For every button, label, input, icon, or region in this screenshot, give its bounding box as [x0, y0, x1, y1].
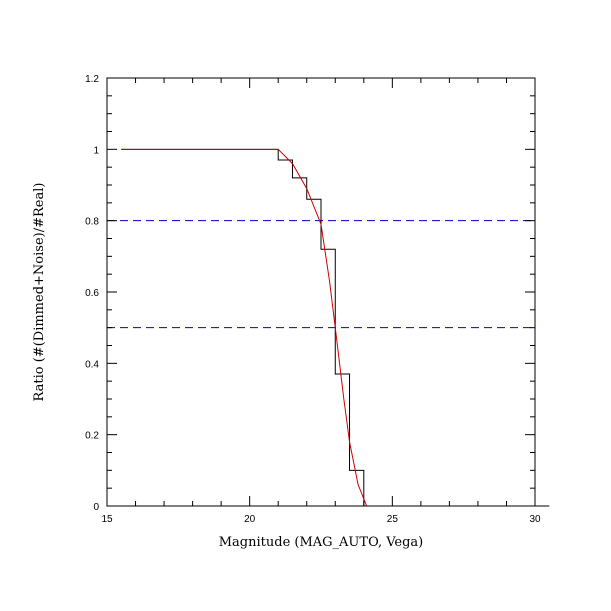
x-tick-label: 25 [387, 514, 399, 525]
plot-frame [106, 77, 536, 507]
y-axis-label: Ratio (#(Dimmed+Noise)/#Real) [32, 183, 47, 402]
tick-labels: 15 20 25 30 0 0.2 0.4 0.6 0.8 1 1.2 [85, 74, 541, 525]
x-tick-label: 20 [244, 514, 256, 525]
axis-ticks [106, 77, 536, 507]
y-tick-label: 0.4 [85, 359, 99, 370]
y-tick-label: 0.8 [85, 217, 99, 228]
y-tick-label: 1.2 [85, 74, 99, 85]
y-tick-label: 0.2 [85, 431, 99, 442]
y-tick-label: 0 [93, 502, 99, 513]
x-tick-label: 15 [101, 514, 113, 525]
y-tick-label: 0.6 [85, 288, 99, 299]
y-tick-label: 1 [93, 145, 99, 156]
x-axis-label: Magnitude (MAG_AUTO, Vega) [219, 535, 424, 550]
x-tick-label: 30 [529, 514, 541, 525]
